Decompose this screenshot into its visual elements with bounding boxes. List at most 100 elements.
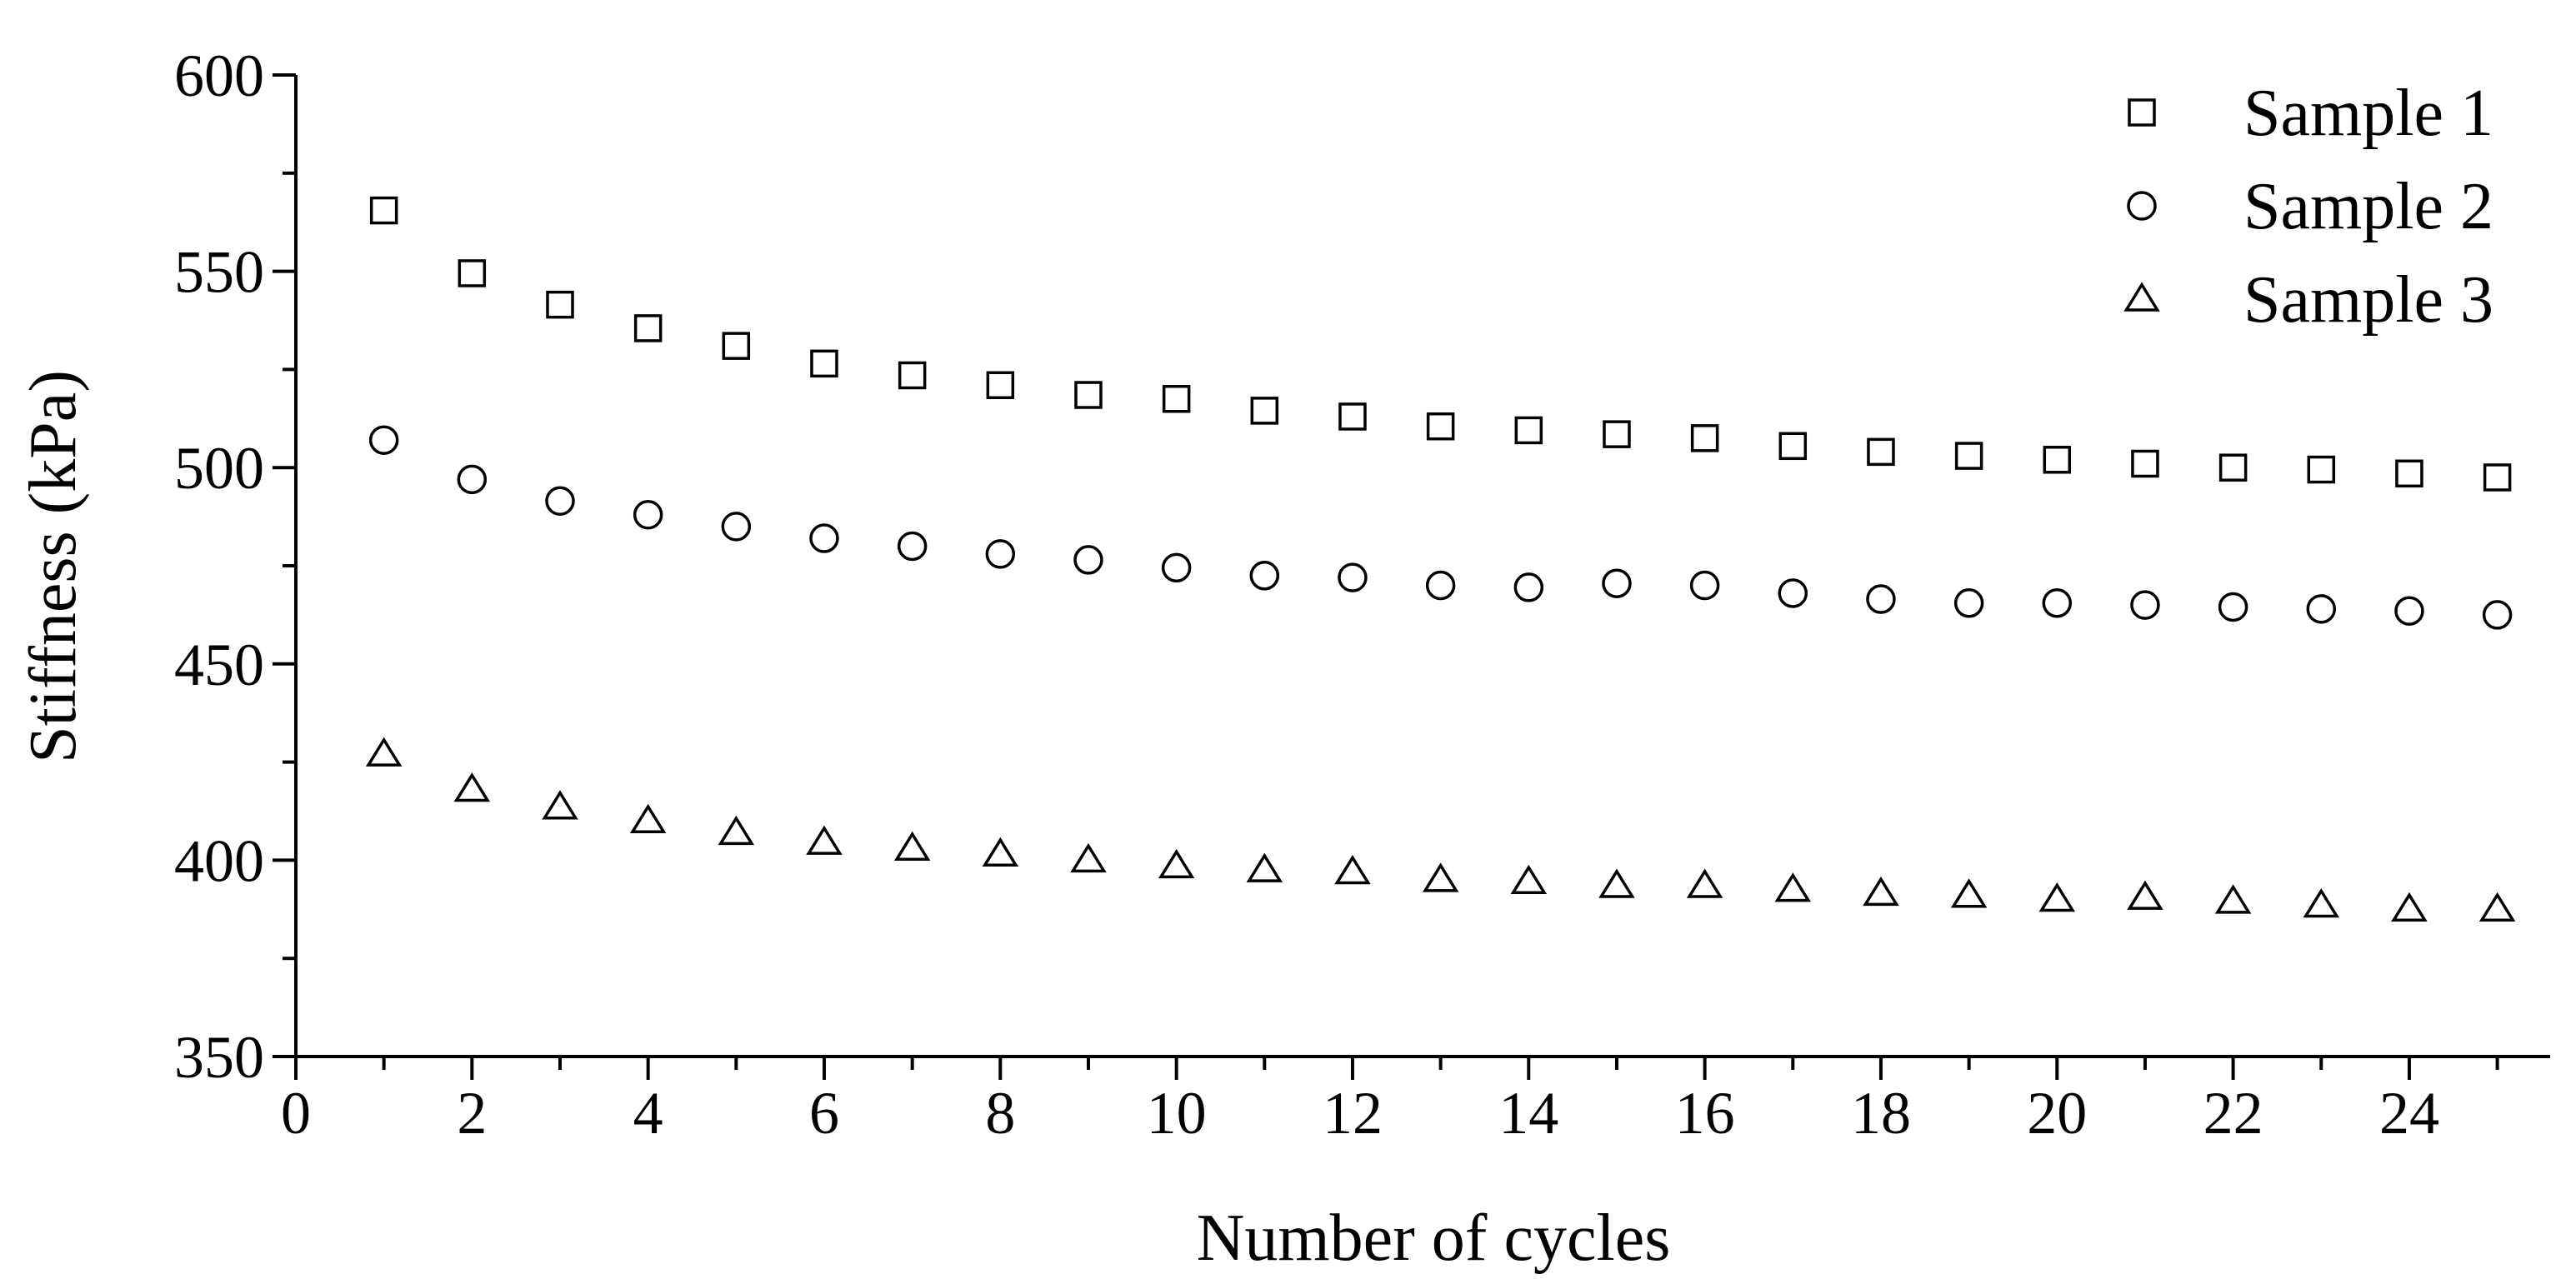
- y-tick-label: 350: [174, 1024, 264, 1091]
- data-point-circle: [1073, 545, 1103, 575]
- data-point-circle: [1953, 588, 1984, 618]
- data-point-circle: [721, 512, 752, 542]
- y-tick-label: 500: [174, 435, 264, 502]
- data-point-square: [1250, 397, 1279, 425]
- data-point-circle: [1425, 570, 1456, 601]
- series-2: [368, 425, 2513, 630]
- legend-label: Sample 2: [2243, 170, 2493, 243]
- data-point-square: [1690, 424, 1719, 452]
- data-point-triangle: [2038, 882, 2076, 912]
- data-point-square: [722, 332, 751, 360]
- data-point-circle: [2306, 594, 2337, 624]
- data-point-triangle: [1246, 852, 1283, 882]
- data-point-triangle: [1686, 868, 1723, 898]
- data-point-circle: [2482, 600, 2513, 630]
- data-point-square: [1778, 432, 1808, 461]
- data-point-square: [2131, 449, 2159, 478]
- data-point-square: [2307, 455, 2336, 484]
- legend-label: Sample 1: [2243, 77, 2493, 150]
- data-point-triangle: [453, 772, 491, 802]
- data-point-triangle: [1158, 848, 1195, 879]
- x-tick-label: 12: [1323, 1080, 1383, 1147]
- data-point-square: [369, 196, 398, 225]
- data-point-triangle: [1070, 842, 1107, 873]
- data-point-circle: [2042, 588, 2073, 618]
- data-point-triangle: [893, 831, 931, 861]
- data-point-triangle: [1334, 854, 1371, 885]
- data-point-circle: [1866, 584, 1896, 614]
- series-3: [365, 737, 2516, 922]
- data-point-square: [546, 290, 574, 319]
- x-tick-label: 16: [1675, 1080, 1735, 1147]
- data-point-triangle: [2478, 892, 2516, 922]
- data-point-triangle: [1774, 872, 1812, 902]
- data-point-square: [810, 349, 838, 378]
- x-tick-label: 2: [457, 1080, 487, 1147]
- y-tick-label: 550: [174, 239, 264, 306]
- data-point-square: [1867, 437, 1895, 467]
- data-point-square: [986, 371, 1015, 399]
- data-point-circle: [1778, 578, 1808, 608]
- data-point-square: [1603, 420, 1631, 448]
- legend-label: Sample 3: [2243, 263, 2493, 337]
- data-point-circle: [1161, 552, 1192, 583]
- x-tick-label: 24: [2379, 1080, 2439, 1147]
- data-point-square: [1514, 416, 1543, 445]
- legend-marker-square: [2128, 98, 2156, 127]
- data-point-circle: [1249, 561, 1280, 591]
- legend-marker-circle: [2127, 191, 2157, 221]
- data-point-circle: [1338, 562, 1368, 592]
- data-point-square: [1426, 412, 1455, 441]
- data-point-square: [1338, 402, 1367, 431]
- data-point-triangle: [542, 790, 578, 820]
- data-point-triangle: [1422, 862, 1459, 892]
- data-point-square: [898, 361, 927, 390]
- data-point-circle: [809, 523, 839, 553]
- data-point-circle: [2394, 596, 2424, 626]
- x-tick-label: 10: [1147, 1080, 1207, 1147]
- y-tick-label: 600: [174, 42, 264, 109]
- x-tick-label: 14: [1498, 1080, 1558, 1147]
- data-point-triangle: [1598, 868, 1635, 898]
- data-point-triangle: [1510, 864, 1548, 895]
- data-point-circle: [1689, 570, 1720, 601]
- series-1: [369, 196, 2512, 492]
- data-point-square: [1074, 381, 1103, 409]
- data-point-circle: [897, 531, 928, 562]
- data-point-circle: [545, 486, 575, 517]
- x-tick-label: 22: [2203, 1080, 2263, 1147]
- data-point-circle: [368, 425, 399, 455]
- data-point-circle: [2130, 590, 2160, 620]
- y-tick-label: 450: [174, 632, 264, 698]
- data-point-circle: [633, 499, 663, 530]
- data-point-triangle: [1863, 876, 1899, 907]
- data-point-triangle: [629, 803, 667, 833]
- data-point-square: [2483, 463, 2512, 492]
- data-point-square: [1162, 384, 1191, 413]
- data-marks: [365, 196, 2516, 922]
- legend-marker-triangle: [2123, 282, 2160, 312]
- data-point-circle: [985, 539, 1016, 569]
- x-axis-title: Number of cycles: [1197, 1202, 1671, 1275]
- x-tick-label: 6: [809, 1080, 839, 1147]
- x-tick-label: 8: [985, 1080, 1015, 1147]
- data-point-square: [633, 314, 663, 342]
- data-point-square: [2395, 459, 2423, 488]
- data-point-square: [1954, 442, 1983, 470]
- data-point-triangle: [1950, 878, 1988, 908]
- data-point-circle: [457, 464, 488, 495]
- data-point-triangle: [2214, 884, 2252, 914]
- x-tick-label: 18: [1851, 1080, 1911, 1147]
- x-tick-label: 20: [2027, 1080, 2087, 1147]
- data-point-triangle: [365, 737, 403, 767]
- data-point-triangle: [2303, 888, 2340, 918]
- data-point-square: [458, 259, 487, 287]
- data-point-square: [2218, 453, 2248, 482]
- data-point-triangle: [718, 815, 755, 846]
- data-point-circle: [1602, 568, 1632, 598]
- data-point-triangle: [2391, 892, 2428, 922]
- data-point-triangle: [806, 825, 843, 855]
- data-point-circle: [2218, 592, 2248, 622]
